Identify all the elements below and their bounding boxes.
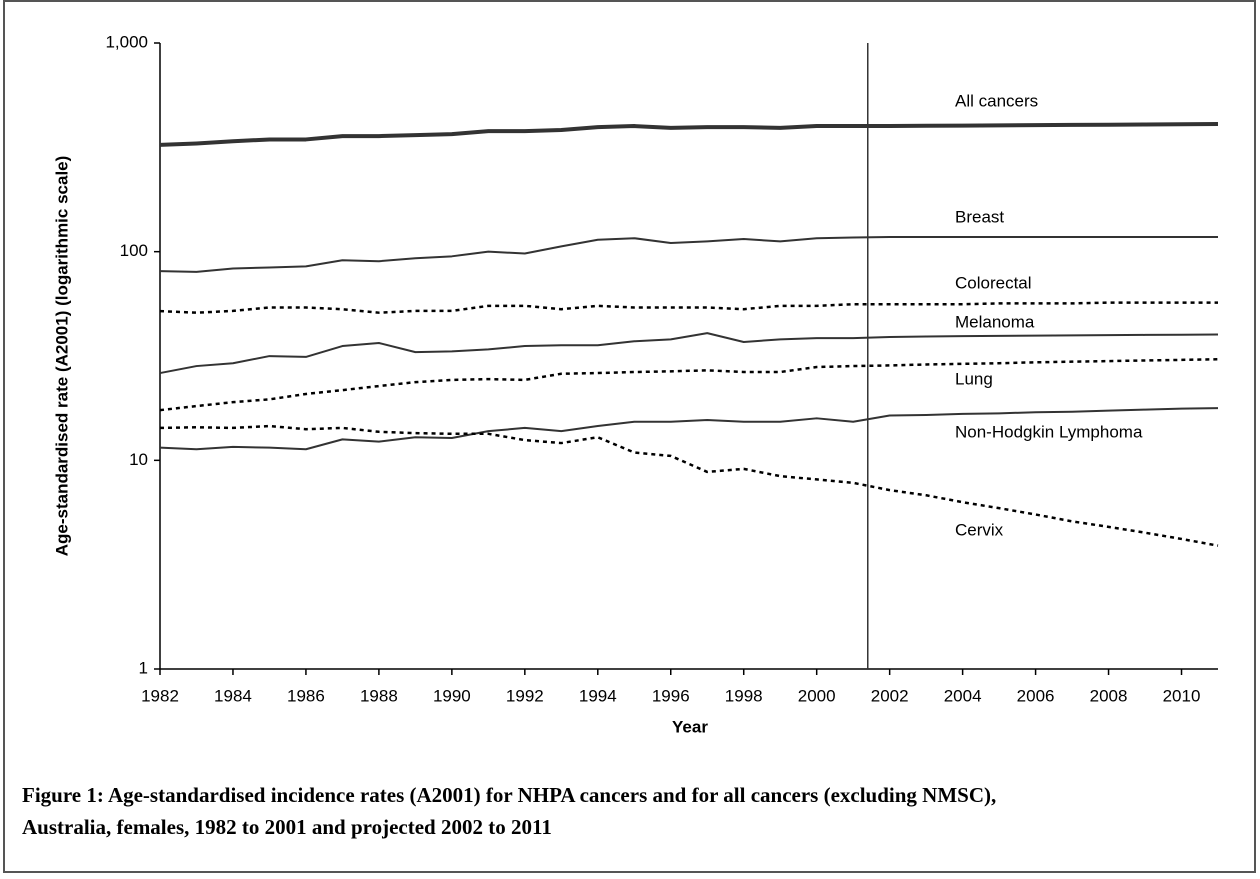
x-tick-label: 1988 <box>360 686 398 705</box>
series-label: Cervix <box>955 520 1004 539</box>
y-tick-label: 1,000 <box>105 32 148 51</box>
x-tick-label: 1998 <box>725 686 763 705</box>
y-tick-label: 100 <box>120 241 148 260</box>
x-tick-label: 1982 <box>141 686 179 705</box>
y-axis-title: Age-standardised rate (A2001) (logarithm… <box>52 156 71 557</box>
x-tick-label: 2006 <box>1017 686 1055 705</box>
series-label: Melanoma <box>955 312 1035 331</box>
x-axis-title: Year <box>672 717 708 736</box>
series-line <box>159 332 1219 375</box>
y-tick-label: 1 <box>139 658 148 677</box>
x-tick-label: 2004 <box>944 686 982 705</box>
series-line <box>159 424 1219 547</box>
figure-caption: Figure 1: Age-standardised incidence rat… <box>22 783 997 839</box>
x-tick-label: 2008 <box>1090 686 1128 705</box>
series-line <box>159 301 1218 314</box>
frame <box>3 0 1256 873</box>
series-label: Non-Hodgkin Lymphoma <box>955 422 1143 441</box>
x-tick-label: 2002 <box>871 686 909 705</box>
series-line <box>159 407 1219 451</box>
x-tick-label: 1986 <box>287 686 325 705</box>
series-label: Colorectal <box>955 273 1032 292</box>
x-tick-label: 1984 <box>214 686 252 705</box>
x-tick-label: 1994 <box>579 686 617 705</box>
series-line <box>159 236 1218 273</box>
series-label: Lung <box>955 369 993 388</box>
x-tick-label: 1996 <box>652 686 690 705</box>
x-tick-label: 2010 <box>1163 686 1201 705</box>
x-tick-label: 1990 <box>433 686 471 705</box>
x-tick-label: 1992 <box>506 686 544 705</box>
x-tick-label: 2000 <box>798 686 836 705</box>
y-tick-label: 10 <box>129 450 148 469</box>
series-label: Breast <box>955 207 1004 226</box>
series-line <box>159 358 1219 412</box>
series-line <box>159 122 1219 147</box>
series-label: All cancers <box>955 91 1038 110</box>
